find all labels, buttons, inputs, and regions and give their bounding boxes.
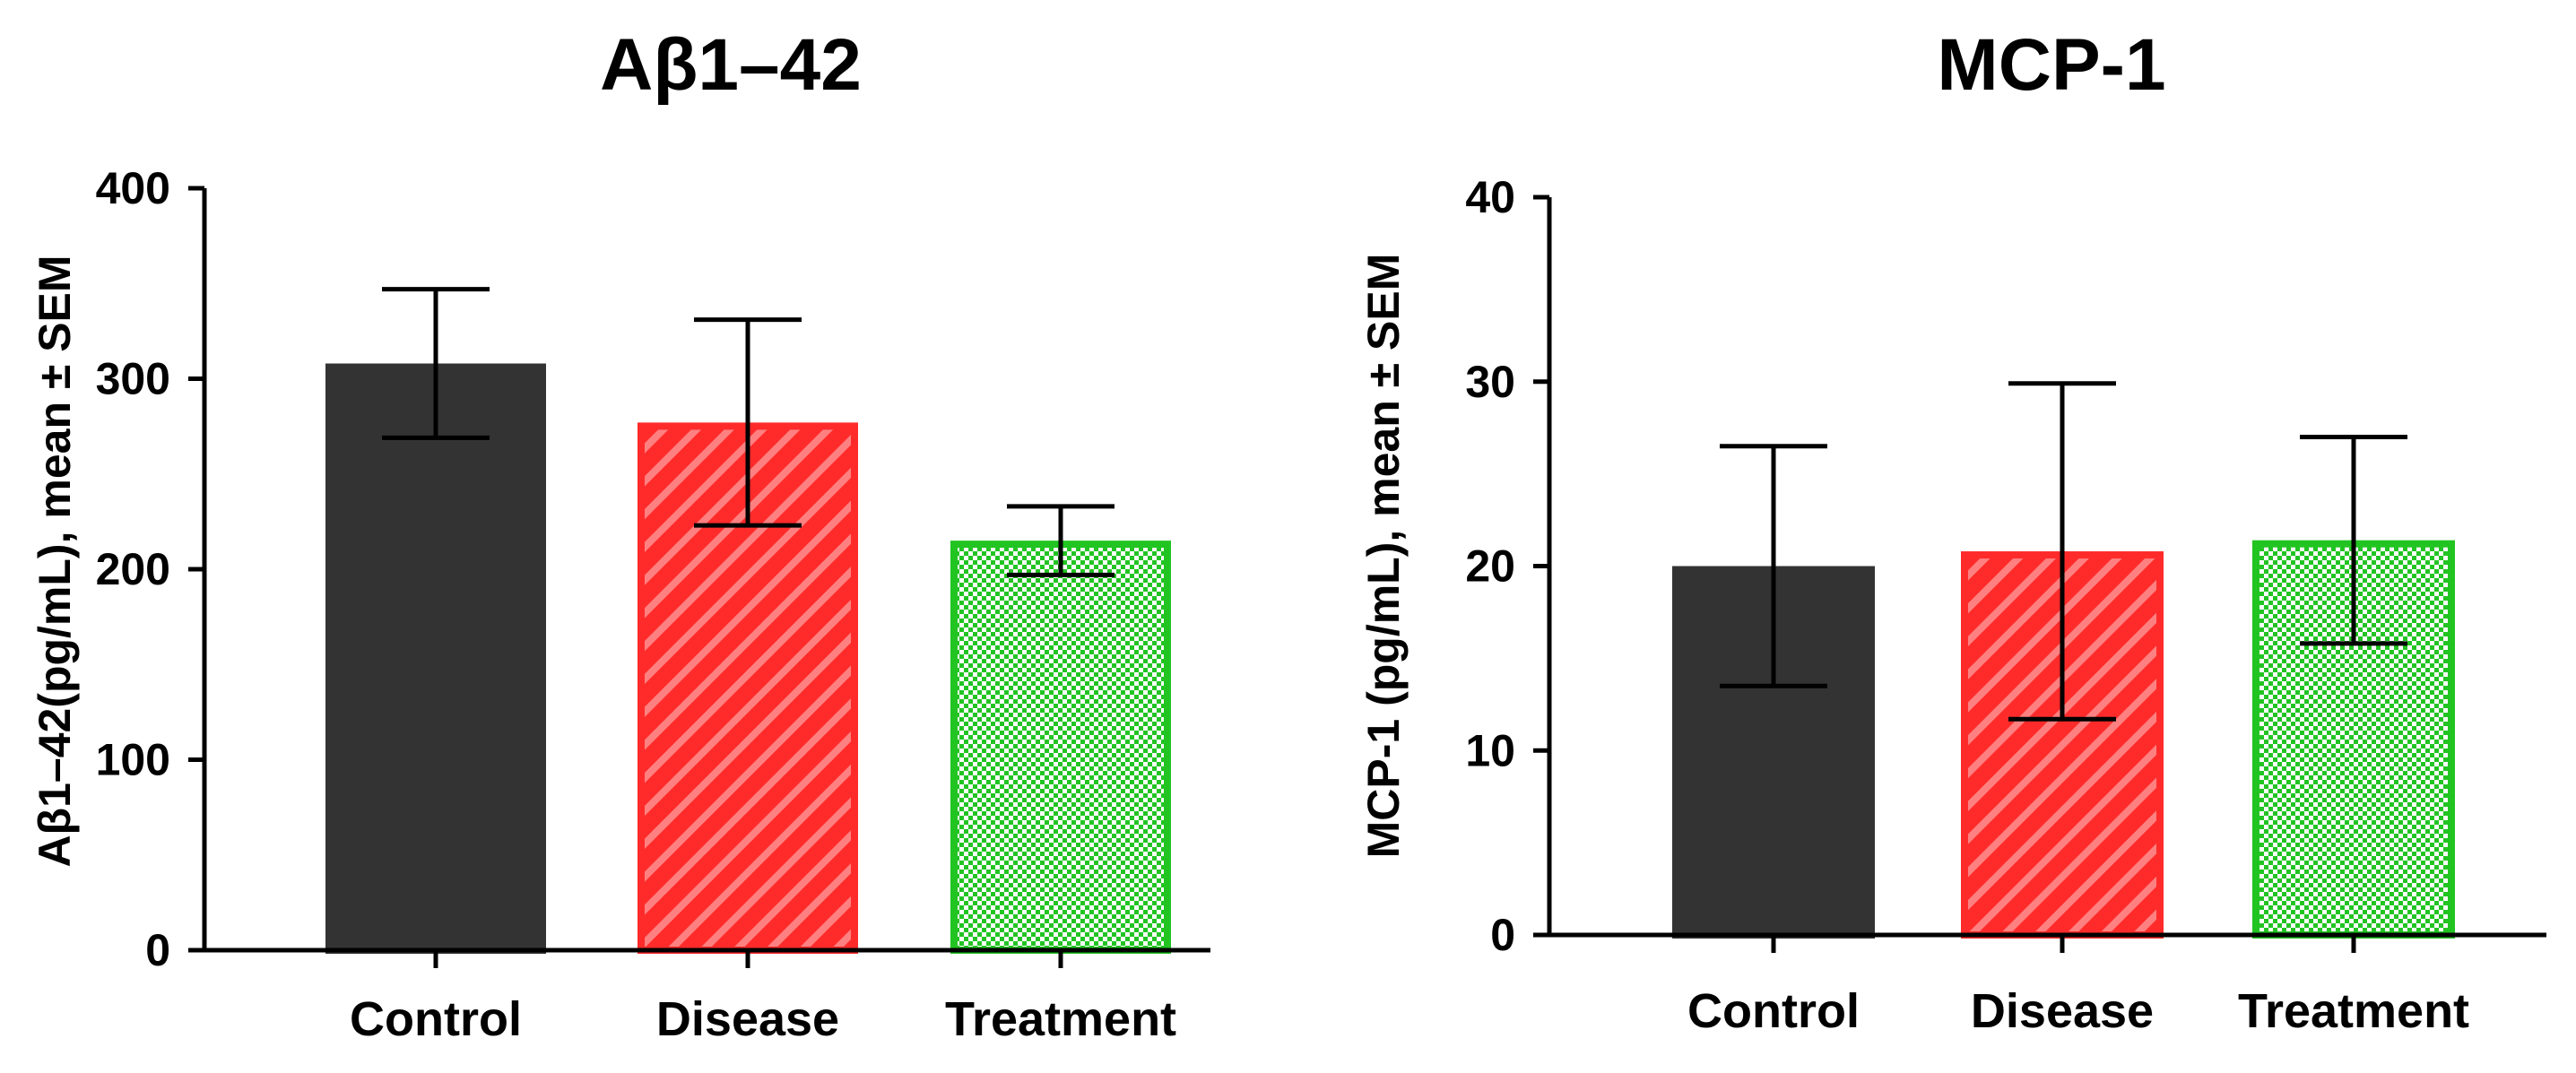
y-tick-label: 0 [145,925,170,975]
y-axis-label: MCP-1 (pg/mL), mean ± SEM [1358,254,1409,859]
chart-title: MCP-1 [1937,24,2165,106]
bar-treatment [950,541,1171,954]
y-tick-label: 100 [96,735,170,785]
y-tick-label: 40 [1465,172,1515,222]
x-categories: Control Disease Treatment [1687,984,2469,1038]
y-tick-label: 0 [1490,910,1515,960]
category-label: Disease [656,992,839,1046]
category-label: Control [350,992,522,1046]
y-tick-label: 10 [1465,725,1515,775]
category-label: Treatment [945,992,1176,1046]
y-ticks: 0 10 20 30 40 [1465,172,1549,960]
chart-mcp1: MCP-1 MCP-1 (pg/mL), mean ± SEM 0 10 20 30 4… [1358,24,2546,1038]
bars [325,363,1171,954]
chart-abeta: Aβ1–42 Aβ1–42(pg/mL), mean ± SEM 0 100 200… [30,24,1210,1046]
x-categories: Control Disease Treatment [350,992,1176,1046]
y-tick-label: 300 [96,354,170,404]
bar-control [325,363,546,954]
y-tick-label: 400 [96,163,170,213]
y-tick-label: 30 [1465,357,1515,407]
error-bars [1720,381,2407,722]
category-label: Disease [1971,984,2154,1038]
y-tick-label: 20 [1465,541,1515,592]
error-bars [382,287,1115,577]
category-label: Control [1687,984,1860,1038]
y-ticks: 0 100 200 300 400 [96,163,204,975]
y-axis-label: Aβ1–42(pg/mL), mean ± SEM [30,255,80,867]
category-label: Treatment [2238,984,2469,1038]
chart-title: Aβ1–42 [600,24,862,106]
y-tick-label: 200 [96,544,170,594]
